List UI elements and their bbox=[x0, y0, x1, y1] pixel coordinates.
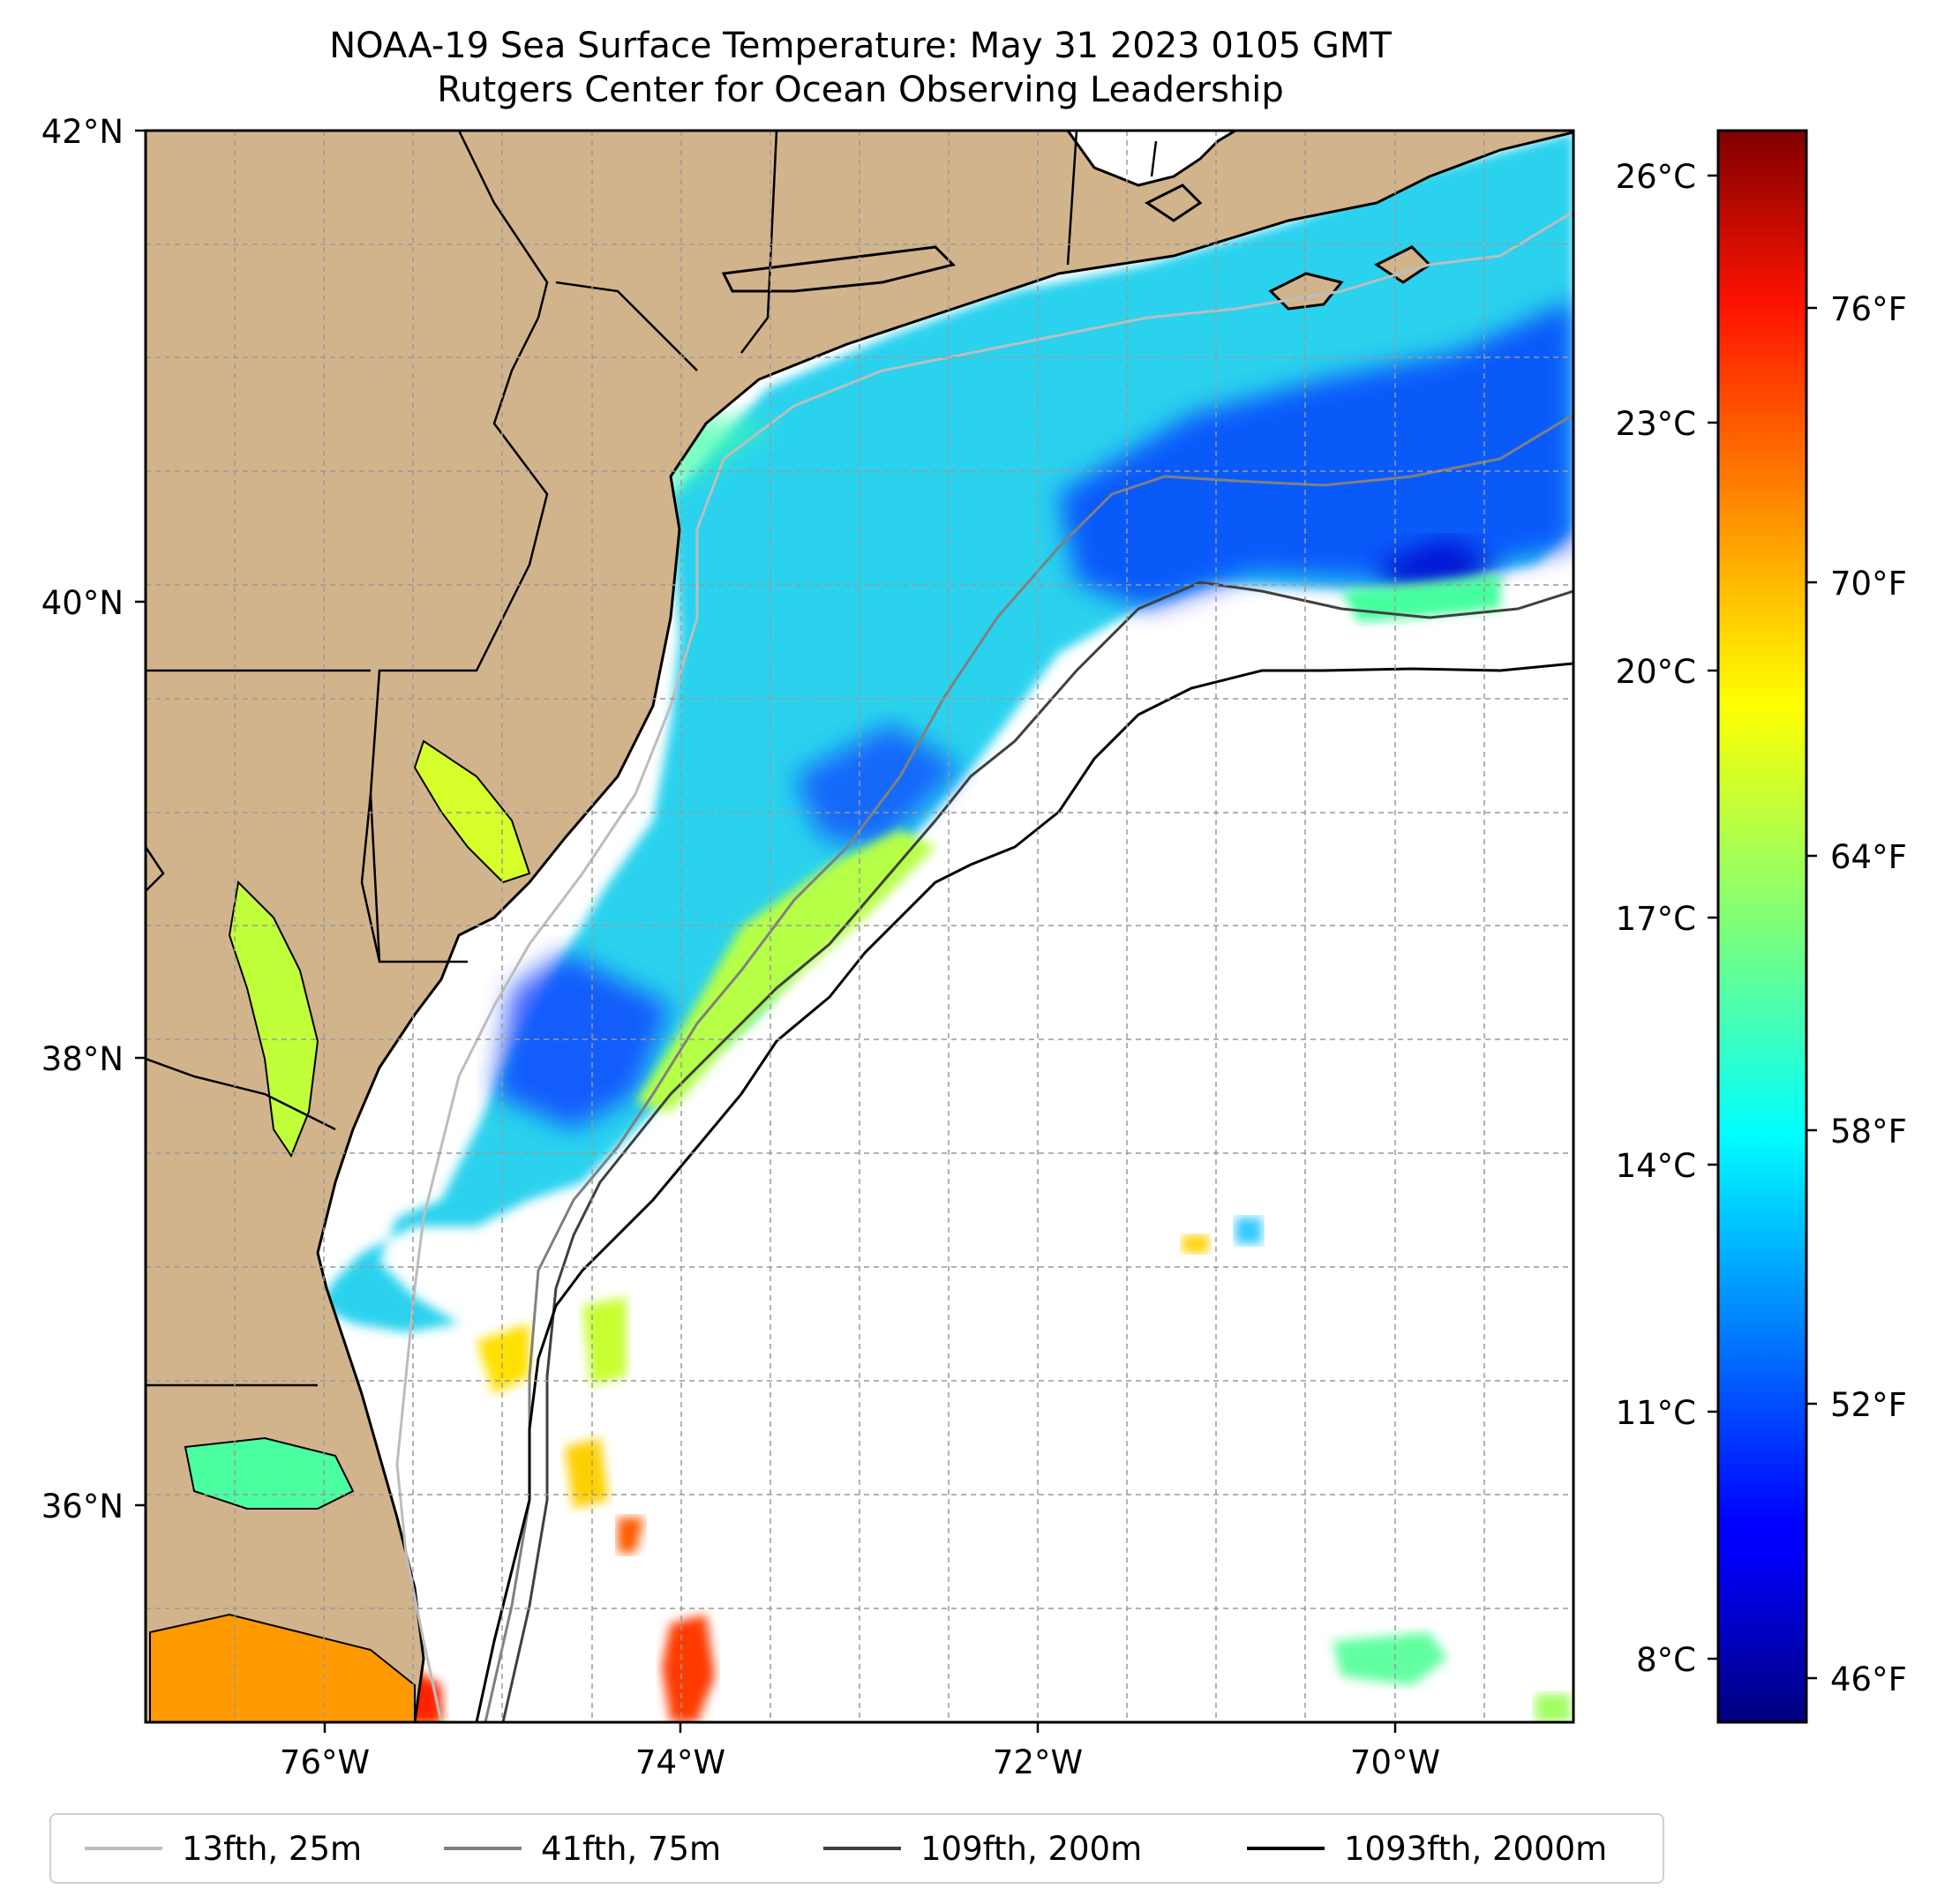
legend-item-75m: 41fth, 75m bbox=[444, 1815, 721, 1882]
chart-subtitle: Rutgers Center for Ocean Observing Leade… bbox=[437, 70, 1284, 110]
colorbar-f-label: 58°F bbox=[1830, 1113, 1907, 1151]
legend-line-25m bbox=[85, 1847, 162, 1850]
legend-label: 41fth, 75m bbox=[541, 1829, 722, 1868]
colorbar-c-label: 26°C bbox=[1616, 158, 1696, 196]
legend-item-25m: 13fth, 25m bbox=[85, 1815, 362, 1882]
legend-label: 1093fth, 2000m bbox=[1344, 1829, 1608, 1868]
colorbar-f-label: 70°F bbox=[1830, 565, 1907, 603]
legend-item-2000m: 1093fth, 2000m bbox=[1247, 1815, 1607, 1882]
isobath-legend: 13fth, 25m 41fth, 75m 109fth, 200m 1093f… bbox=[49, 1813, 1664, 1884]
colorbar-f-label: 46°F bbox=[1830, 1660, 1907, 1698]
lon-label-70w: 70°W bbox=[1350, 1743, 1440, 1781]
colorbar-c-label: 11°C bbox=[1616, 1394, 1696, 1432]
colorbar-f-label: 76°F bbox=[1830, 290, 1907, 328]
colorbar bbox=[1716, 129, 1808, 1724]
isobaths bbox=[395, 210, 1573, 1722]
lon-label-72w: 72°W bbox=[993, 1743, 1083, 1781]
chart-title: NOAA-19 Sea Surface Temperature: May 31 … bbox=[329, 26, 1392, 66]
lon-label-74w: 74°W bbox=[635, 1743, 725, 1781]
legend-item-200m: 109fth, 200m bbox=[823, 1815, 1142, 1882]
colorbar-c-label: 20°C bbox=[1616, 653, 1696, 691]
colorbar-c-label: 8°C bbox=[1636, 1641, 1696, 1679]
lat-label-36n: 36°N bbox=[41, 1488, 124, 1525]
legend-line-75m bbox=[444, 1847, 522, 1850]
lat-label-40n: 40°N bbox=[41, 584, 124, 622]
lon-label-76w: 76°W bbox=[280, 1743, 370, 1781]
state-borders bbox=[146, 131, 1158, 1387]
colorbar-f-label: 52°F bbox=[1830, 1386, 1907, 1424]
legend-label: 13fth, 25m bbox=[182, 1829, 363, 1868]
colorbar-c-label: 23°C bbox=[1616, 405, 1696, 443]
colorbar-f-label: 64°F bbox=[1830, 838, 1907, 876]
legend-label: 109fth, 200m bbox=[920, 1829, 1143, 1868]
lat-label-38n: 38°N bbox=[41, 1040, 124, 1078]
axis-ticks bbox=[135, 129, 1397, 1733]
inland-waters bbox=[149, 739, 531, 1722]
colorbar-ticks bbox=[1708, 174, 1817, 1680]
legend-line-2000m bbox=[1247, 1847, 1325, 1850]
colorbar-c-label: 17°C bbox=[1616, 900, 1696, 938]
map-frame bbox=[144, 129, 1575, 1724]
lat-label-42n: 42°N bbox=[41, 113, 124, 151]
colorbar-c-label: 14°C bbox=[1616, 1147, 1696, 1185]
legend-line-200m bbox=[823, 1847, 901, 1850]
